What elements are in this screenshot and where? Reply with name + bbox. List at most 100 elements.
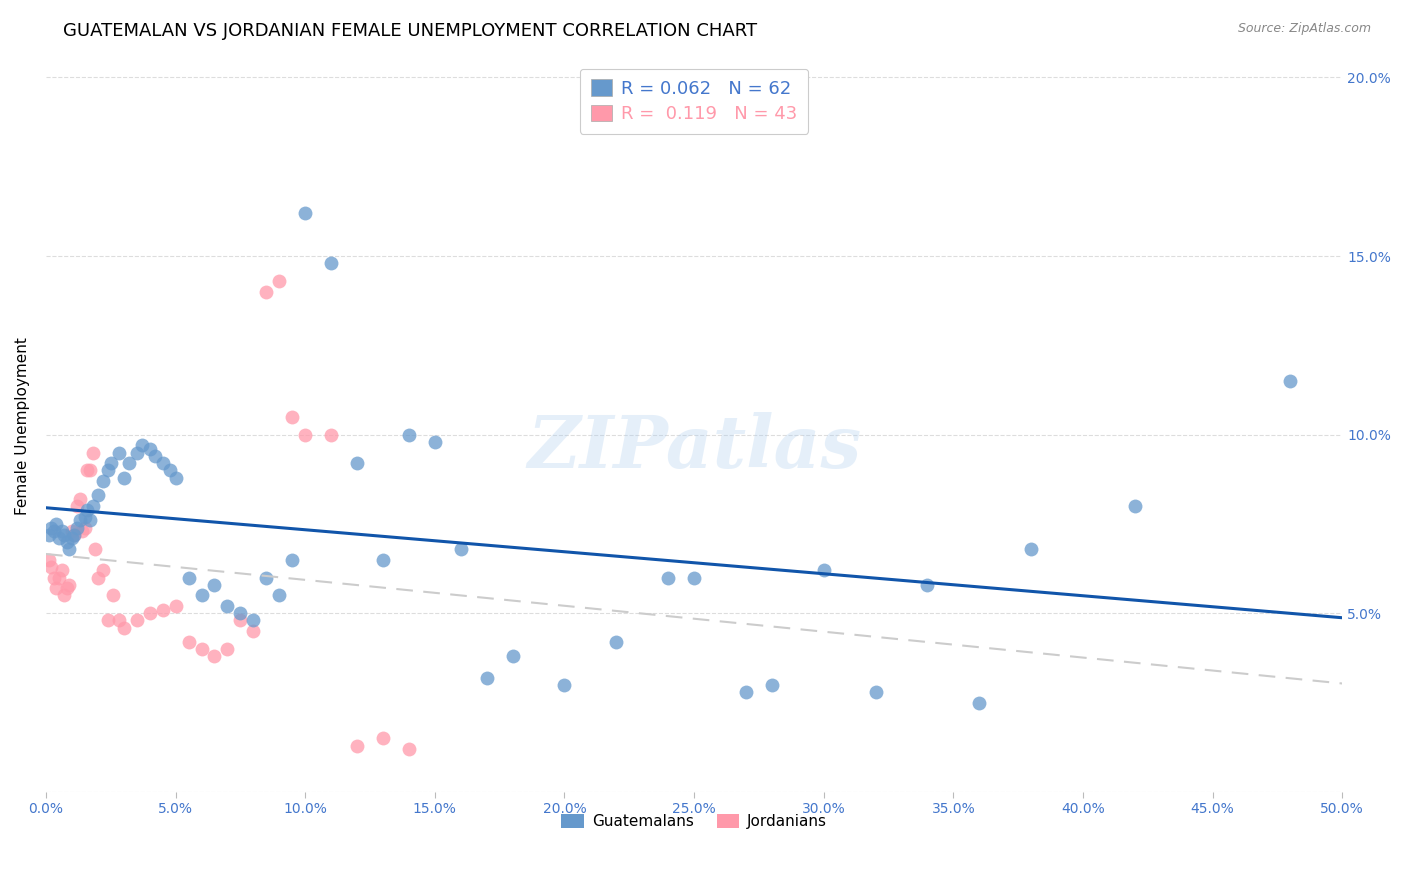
Point — [204, 649, 226, 664]
Legend: Guatemalans, Jordanians: Guatemalans, Jordanians — [555, 808, 834, 836]
Point — [42, 571, 65, 585]
Point — [165, 470, 187, 484]
Point — [72, 524, 94, 538]
Point — [87, 488, 110, 502]
Point — [865, 685, 887, 699]
Point — [269, 274, 291, 288]
Point — [82, 445, 104, 459]
Point — [346, 739, 368, 753]
Point — [683, 571, 706, 585]
Point — [84, 542, 107, 557]
Point — [60, 531, 83, 545]
Point — [450, 542, 472, 557]
Text: ZIPatlas: ZIPatlas — [527, 412, 862, 483]
Point — [53, 527, 76, 541]
Point — [1019, 542, 1042, 557]
Point — [112, 470, 135, 484]
Point — [346, 456, 368, 470]
Point — [91, 474, 114, 488]
Point — [91, 564, 114, 578]
Point — [55, 534, 77, 549]
Point — [294, 427, 316, 442]
Point — [657, 571, 679, 585]
Point — [159, 463, 181, 477]
Point — [321, 256, 343, 270]
Y-axis label: Female Unemployment: Female Unemployment — [15, 337, 30, 515]
Point — [423, 434, 446, 449]
Point — [138, 607, 160, 621]
Point — [100, 456, 122, 470]
Point — [97, 614, 120, 628]
Point — [69, 491, 91, 506]
Point — [398, 742, 420, 756]
Point — [761, 678, 783, 692]
Point — [53, 589, 76, 603]
Point — [204, 578, 226, 592]
Point — [281, 409, 304, 424]
Point — [66, 499, 89, 513]
Point — [269, 589, 291, 603]
Point — [73, 520, 96, 534]
Point — [969, 696, 991, 710]
Point — [58, 578, 80, 592]
Point — [1123, 499, 1146, 513]
Point — [553, 678, 575, 692]
Point — [813, 564, 835, 578]
Point — [502, 649, 524, 664]
Point — [73, 509, 96, 524]
Point — [118, 456, 141, 470]
Point — [475, 671, 498, 685]
Point — [87, 571, 110, 585]
Point — [917, 578, 939, 592]
Point — [58, 542, 80, 557]
Point — [1279, 374, 1302, 388]
Point — [281, 553, 304, 567]
Point — [138, 442, 160, 456]
Text: GUATEMALAN VS JORDANIAN FEMALE UNEMPLOYMENT CORRELATION CHART: GUATEMALAN VS JORDANIAN FEMALE UNEMPLOYM… — [63, 22, 758, 40]
Point — [39, 560, 62, 574]
Point — [229, 607, 252, 621]
Point — [190, 589, 212, 603]
Point — [321, 427, 343, 442]
Text: Source: ZipAtlas.com: Source: ZipAtlas.com — [1237, 22, 1371, 36]
Point — [76, 502, 98, 516]
Point — [48, 571, 70, 585]
Point — [79, 463, 101, 477]
Point — [217, 599, 239, 614]
Point — [79, 513, 101, 527]
Point — [97, 463, 120, 477]
Point — [69, 513, 91, 527]
Point — [165, 599, 187, 614]
Point — [60, 524, 83, 538]
Point — [107, 445, 129, 459]
Point — [125, 445, 148, 459]
Point — [55, 582, 77, 596]
Point — [190, 642, 212, 657]
Point — [42, 524, 65, 538]
Point — [39, 520, 62, 534]
Point — [371, 731, 394, 746]
Point — [605, 635, 627, 649]
Point — [51, 564, 73, 578]
Point — [177, 571, 200, 585]
Point — [254, 285, 277, 299]
Point — [66, 520, 89, 534]
Point — [107, 614, 129, 628]
Point — [82, 499, 104, 513]
Point — [177, 635, 200, 649]
Point — [103, 589, 125, 603]
Point — [217, 642, 239, 657]
Point — [38, 553, 60, 567]
Point — [143, 449, 166, 463]
Point — [398, 427, 420, 442]
Point — [63, 527, 86, 541]
Point — [242, 614, 264, 628]
Point — [48, 531, 70, 545]
Point — [63, 527, 86, 541]
Point — [254, 571, 277, 585]
Point — [45, 516, 67, 531]
Point — [112, 621, 135, 635]
Point — [76, 463, 98, 477]
Point — [45, 582, 67, 596]
Point — [735, 685, 758, 699]
